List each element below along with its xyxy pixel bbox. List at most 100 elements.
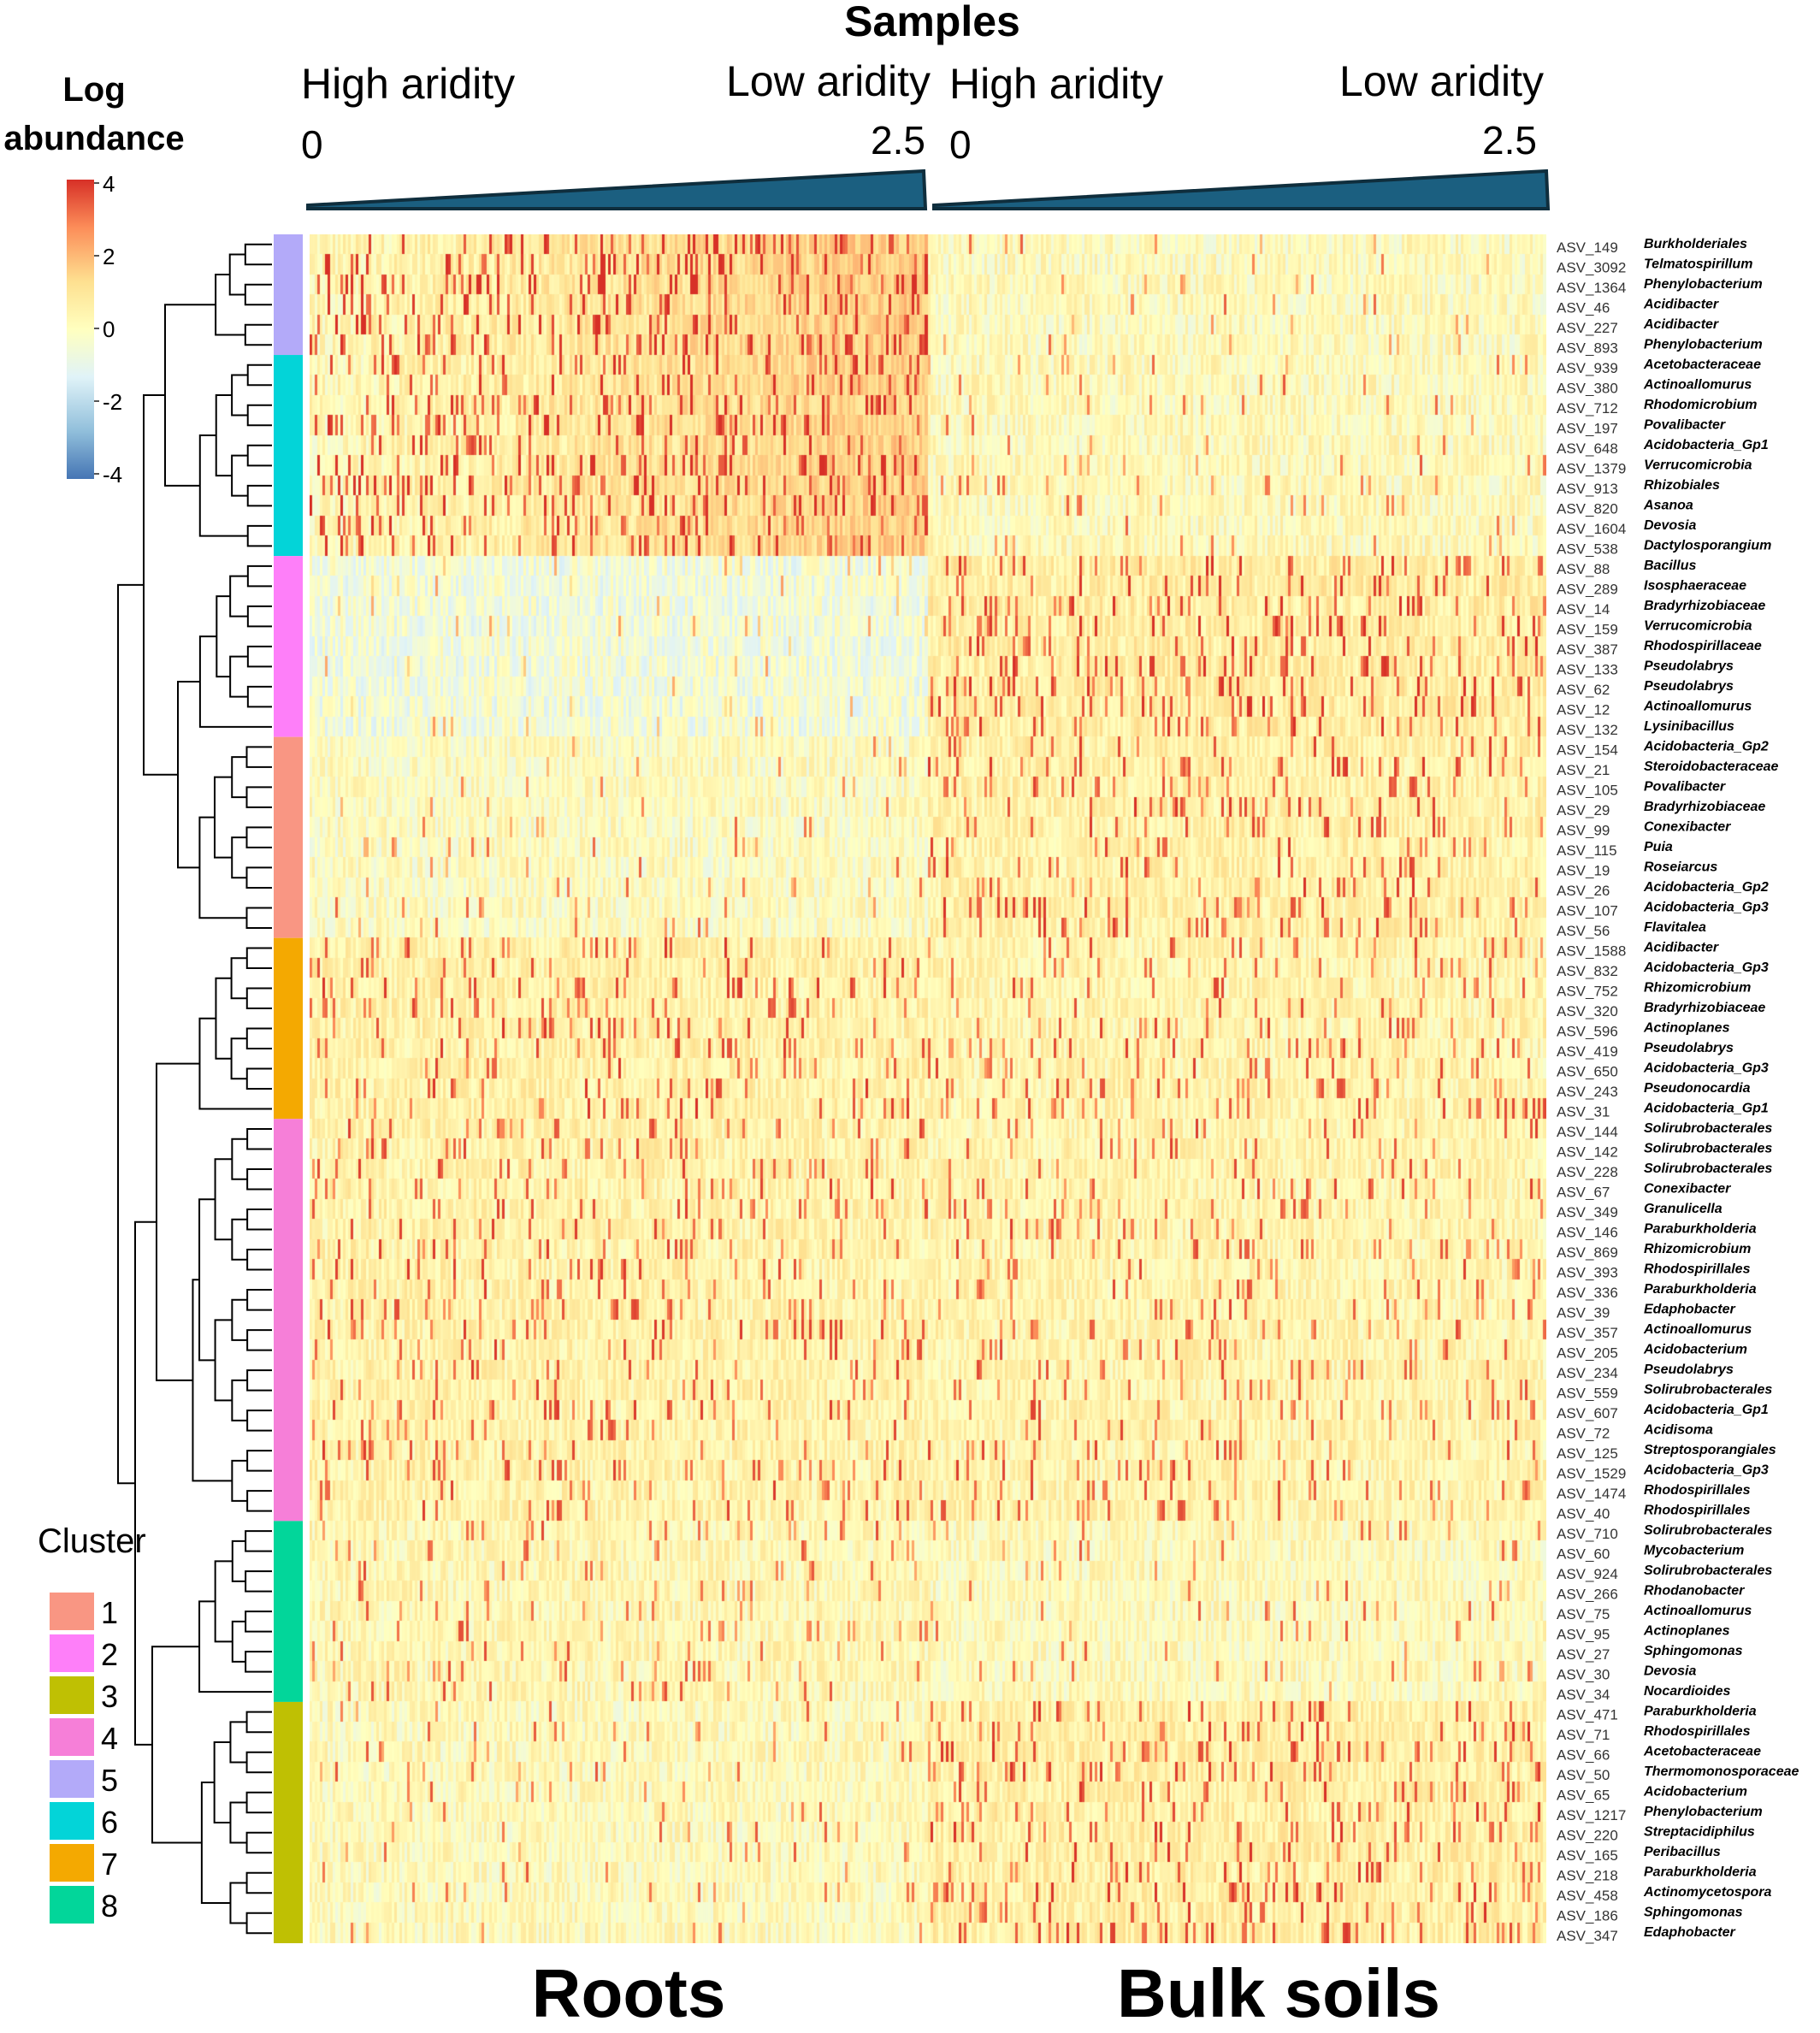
dendrogram-branch: [231, 1138, 248, 1180]
row-label-taxon: Verrucomicrobia: [1644, 618, 1752, 633]
row-label-taxon: Burkholderiales: [1644, 237, 1747, 251]
dendrogram-branch: [246, 484, 272, 507]
row-label-asv: ASV_832: [1557, 963, 1618, 979]
row-label-asv: ASV_133: [1557, 661, 1618, 677]
row-label-asv: ASV_1364: [1557, 280, 1626, 296]
cluster-bar-segment: [274, 1119, 303, 1522]
row-label-taxon: Bradyrhizobiaceae: [1644, 800, 1765, 814]
dendrogram-branch: [231, 1379, 248, 1421]
dendrogram-branch: [246, 444, 272, 467]
row-label-taxon: Solirubrobacterales: [1644, 1161, 1772, 1176]
dendrogram-branch: [246, 524, 272, 547]
dendrogram-branch: [231, 1218, 248, 1261]
dendrogram-branch: [246, 1410, 272, 1432]
row-label-taxon: Pseudolabrys: [1644, 1041, 1734, 1055]
row-label-asv: ASV_336: [1557, 1285, 1618, 1301]
group-label-roots: Roots: [532, 1955, 726, 2029]
row-label-asv: ASV_752: [1557, 983, 1618, 999]
dendrogram-branch: [246, 645, 272, 668]
row-label-taxon: Verrucomicrobia: [1644, 458, 1752, 472]
dendrogram-branch: [244, 243, 272, 266]
row-label-taxon: Sphingomonas: [1644, 1906, 1743, 1920]
row-label-asv: ASV_165: [1557, 1847, 1618, 1864]
row-label-asv: ASV_30: [1557, 1667, 1610, 1683]
row-label-taxon: Rhizobiales: [1644, 478, 1720, 493]
row-label-taxon: Actinoallomurus: [1643, 377, 1752, 392]
row-label-taxon: Acidisoma: [1643, 1423, 1713, 1438]
cluster-legend-label: 4: [101, 1721, 118, 1756]
dendrogram-branch: [245, 1871, 272, 1894]
dendrogram-branch: [246, 404, 272, 427]
dendrogram-branch: [245, 746, 272, 768]
row-label-asv: ASV_380: [1557, 380, 1618, 396]
row-label-asv: ASV_471: [1557, 1707, 1618, 1723]
row-label-asv: ASV_607: [1557, 1405, 1618, 1421]
row-label-taxon: Acidibacter: [1643, 940, 1719, 954]
row-label-taxon: Bradyrhizobiaceae: [1644, 599, 1765, 613]
row-label-taxon: Bradyrhizobiaceae: [1644, 1001, 1765, 1015]
row-label-taxon: Flavitalea: [1644, 920, 1706, 935]
dendrogram-branch: [214, 1319, 233, 1402]
row-label-taxon: Peribacillus: [1644, 1845, 1721, 1859]
cluster-legend-swatch: [50, 1593, 94, 1630]
row-label-taxon: Pseudolabrys: [1644, 1362, 1734, 1377]
row-label-asv: ASV_88: [1557, 561, 1610, 577]
row-label-taxon: Lysinibacillus: [1644, 719, 1734, 734]
row-label-taxon: Acidibacter: [1643, 297, 1719, 311]
dendrogram-branch: [231, 1620, 246, 1663]
row-label-asv: ASV_419: [1557, 1043, 1618, 1060]
row-label-asv: ASV_40: [1557, 1506, 1610, 1522]
dendrogram-branch: [200, 1781, 231, 1904]
row-label-asv: ASV_387: [1557, 641, 1618, 658]
row-label-taxon: Edaphobacter: [1644, 1303, 1735, 1317]
dendrogram-branch: [230, 957, 247, 1000]
dendrogram-branch: [231, 836, 247, 879]
row-label-asv: ASV_72: [1557, 1426, 1610, 1442]
bulk-aridity-wedge: [932, 168, 1551, 210]
dendrogram-branch: [246, 1249, 272, 1271]
row-label-asv: ASV_3092: [1557, 259, 1626, 275]
row-label-taxon: Solirubrobacterales: [1644, 1383, 1772, 1398]
dendrogram-branch: [198, 434, 248, 537]
dendrogram-branch: [245, 947, 272, 969]
row-dendrogram: [117, 243, 272, 1935]
row-label-taxon: Solirubrobacterales: [1644, 1142, 1772, 1156]
row-label-asv: ASV_75: [1557, 1606, 1610, 1622]
row-label-asv: ASV_913: [1557, 481, 1618, 497]
row-label-taxon: Rhodospirillales: [1644, 1483, 1751, 1498]
row-label-taxon: Povalibacter: [1644, 779, 1726, 794]
cluster-legend-label: 2: [101, 1637, 118, 1672]
row-label-asv: ASV_357: [1557, 1325, 1618, 1341]
row-label-taxon: Granulicella: [1644, 1202, 1722, 1216]
row-label-asv: ASV_115: [1557, 842, 1617, 859]
row-label-asv: ASV_62: [1557, 682, 1610, 698]
row-label-asv: ASV_14: [1557, 601, 1610, 618]
dendrogram-branch: [245, 1711, 272, 1734]
dendrogram-branch: [228, 253, 245, 296]
row-label-asv: ASV_1529: [1557, 1466, 1626, 1482]
row-label-asv: ASV_65: [1557, 1788, 1610, 1804]
row-label-taxon: Pseudolabrys: [1644, 659, 1734, 673]
cluster-legend-swatch: [50, 1802, 94, 1840]
row-label-asv: ASV_289: [1557, 581, 1618, 597]
heatmap-grid: [310, 234, 1546, 1943]
dendrogram-branch: [246, 1329, 272, 1351]
row-label-taxon: Pseudonocardia: [1644, 1081, 1751, 1096]
row-label-taxon: Rhizomicrobium: [1644, 1242, 1751, 1256]
row-label-taxon: Isosphaeraceae: [1644, 578, 1746, 593]
row-label-asv: ASV_1217: [1557, 1807, 1626, 1823]
row-label-taxon: Acetobacteraceae: [1643, 358, 1761, 372]
row-label-taxon: Roseiarcus: [1644, 860, 1717, 874]
row-label-asv: ASV_71: [1557, 1727, 1610, 1743]
row-label-taxon: Rhodospirillales: [1644, 1504, 1751, 1518]
row-label-asv: ASV_559: [1557, 1386, 1618, 1402]
row-label-asv: ASV_146: [1557, 1225, 1618, 1241]
dendrogram-branch: [246, 564, 272, 588]
dendrogram-branch: [245, 1570, 272, 1593]
row-label-taxon: Asanoa: [1643, 498, 1693, 512]
row-label-asv: ASV_228: [1557, 1164, 1618, 1180]
row-label-asv: ASV_31: [1557, 1104, 1610, 1120]
dendrogram-branch: [229, 1882, 247, 1924]
cluster-bar-segment: [274, 355, 303, 557]
